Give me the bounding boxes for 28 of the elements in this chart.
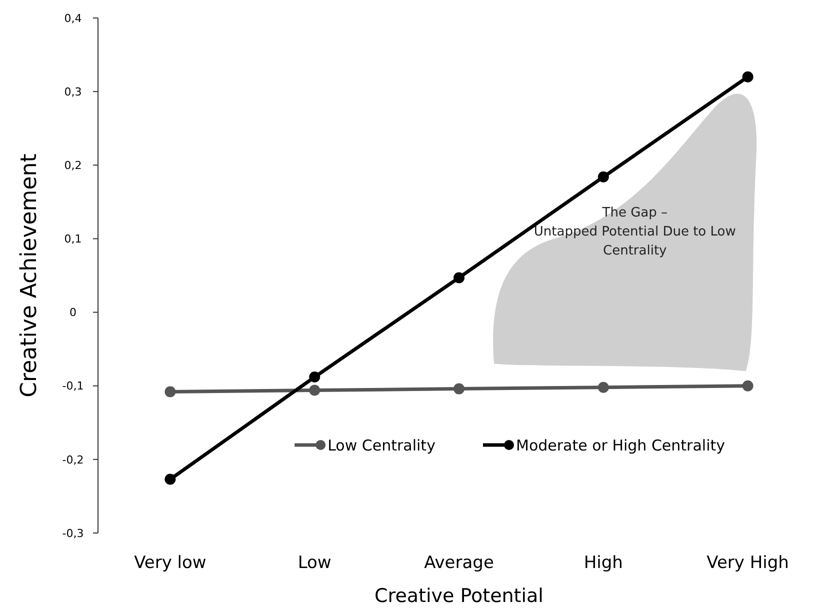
- point: [164, 474, 176, 485]
- y-axis-title: Creative Achievement: [17, 153, 42, 398]
- point: [164, 386, 176, 398]
- y-tick-label: 0: [70, 306, 76, 320]
- y-tick-label: 0,4: [64, 12, 82, 25]
- point: [454, 272, 464, 284]
- annotation: The Gap – Untapped Potential Due to Low Centrality: [534, 206, 736, 259]
- legend-label: Moderate or High Centrality: [516, 436, 726, 454]
- y-tick-label: 0,2: [64, 158, 82, 172]
- y-tick-label: 0,1: [64, 232, 82, 246]
- x-tick-label: Low: [298, 553, 332, 573]
- point: [598, 382, 609, 393]
- point: [742, 380, 754, 392]
- y-tick-label: -0,1: [62, 380, 84, 393]
- x-tick-label: Very High: [706, 553, 789, 573]
- x-tick-label: Average: [424, 553, 494, 573]
- point: [309, 384, 320, 396]
- y-tick-label: 0,3: [64, 85, 82, 98]
- y-tick-label: -0,3: [62, 526, 84, 540]
- x-axis-title: Creative Potential: [374, 585, 544, 607]
- y-tick-label: -0,2: [62, 453, 84, 466]
- point: [454, 383, 464, 394]
- x-tick-label: High: [584, 553, 623, 573]
- point: [598, 171, 609, 182]
- legend-label: Low Centrality: [328, 436, 436, 454]
- x-tick-label: Very low: [134, 553, 206, 573]
- point: [309, 372, 320, 383]
- point: [742, 71, 754, 82]
